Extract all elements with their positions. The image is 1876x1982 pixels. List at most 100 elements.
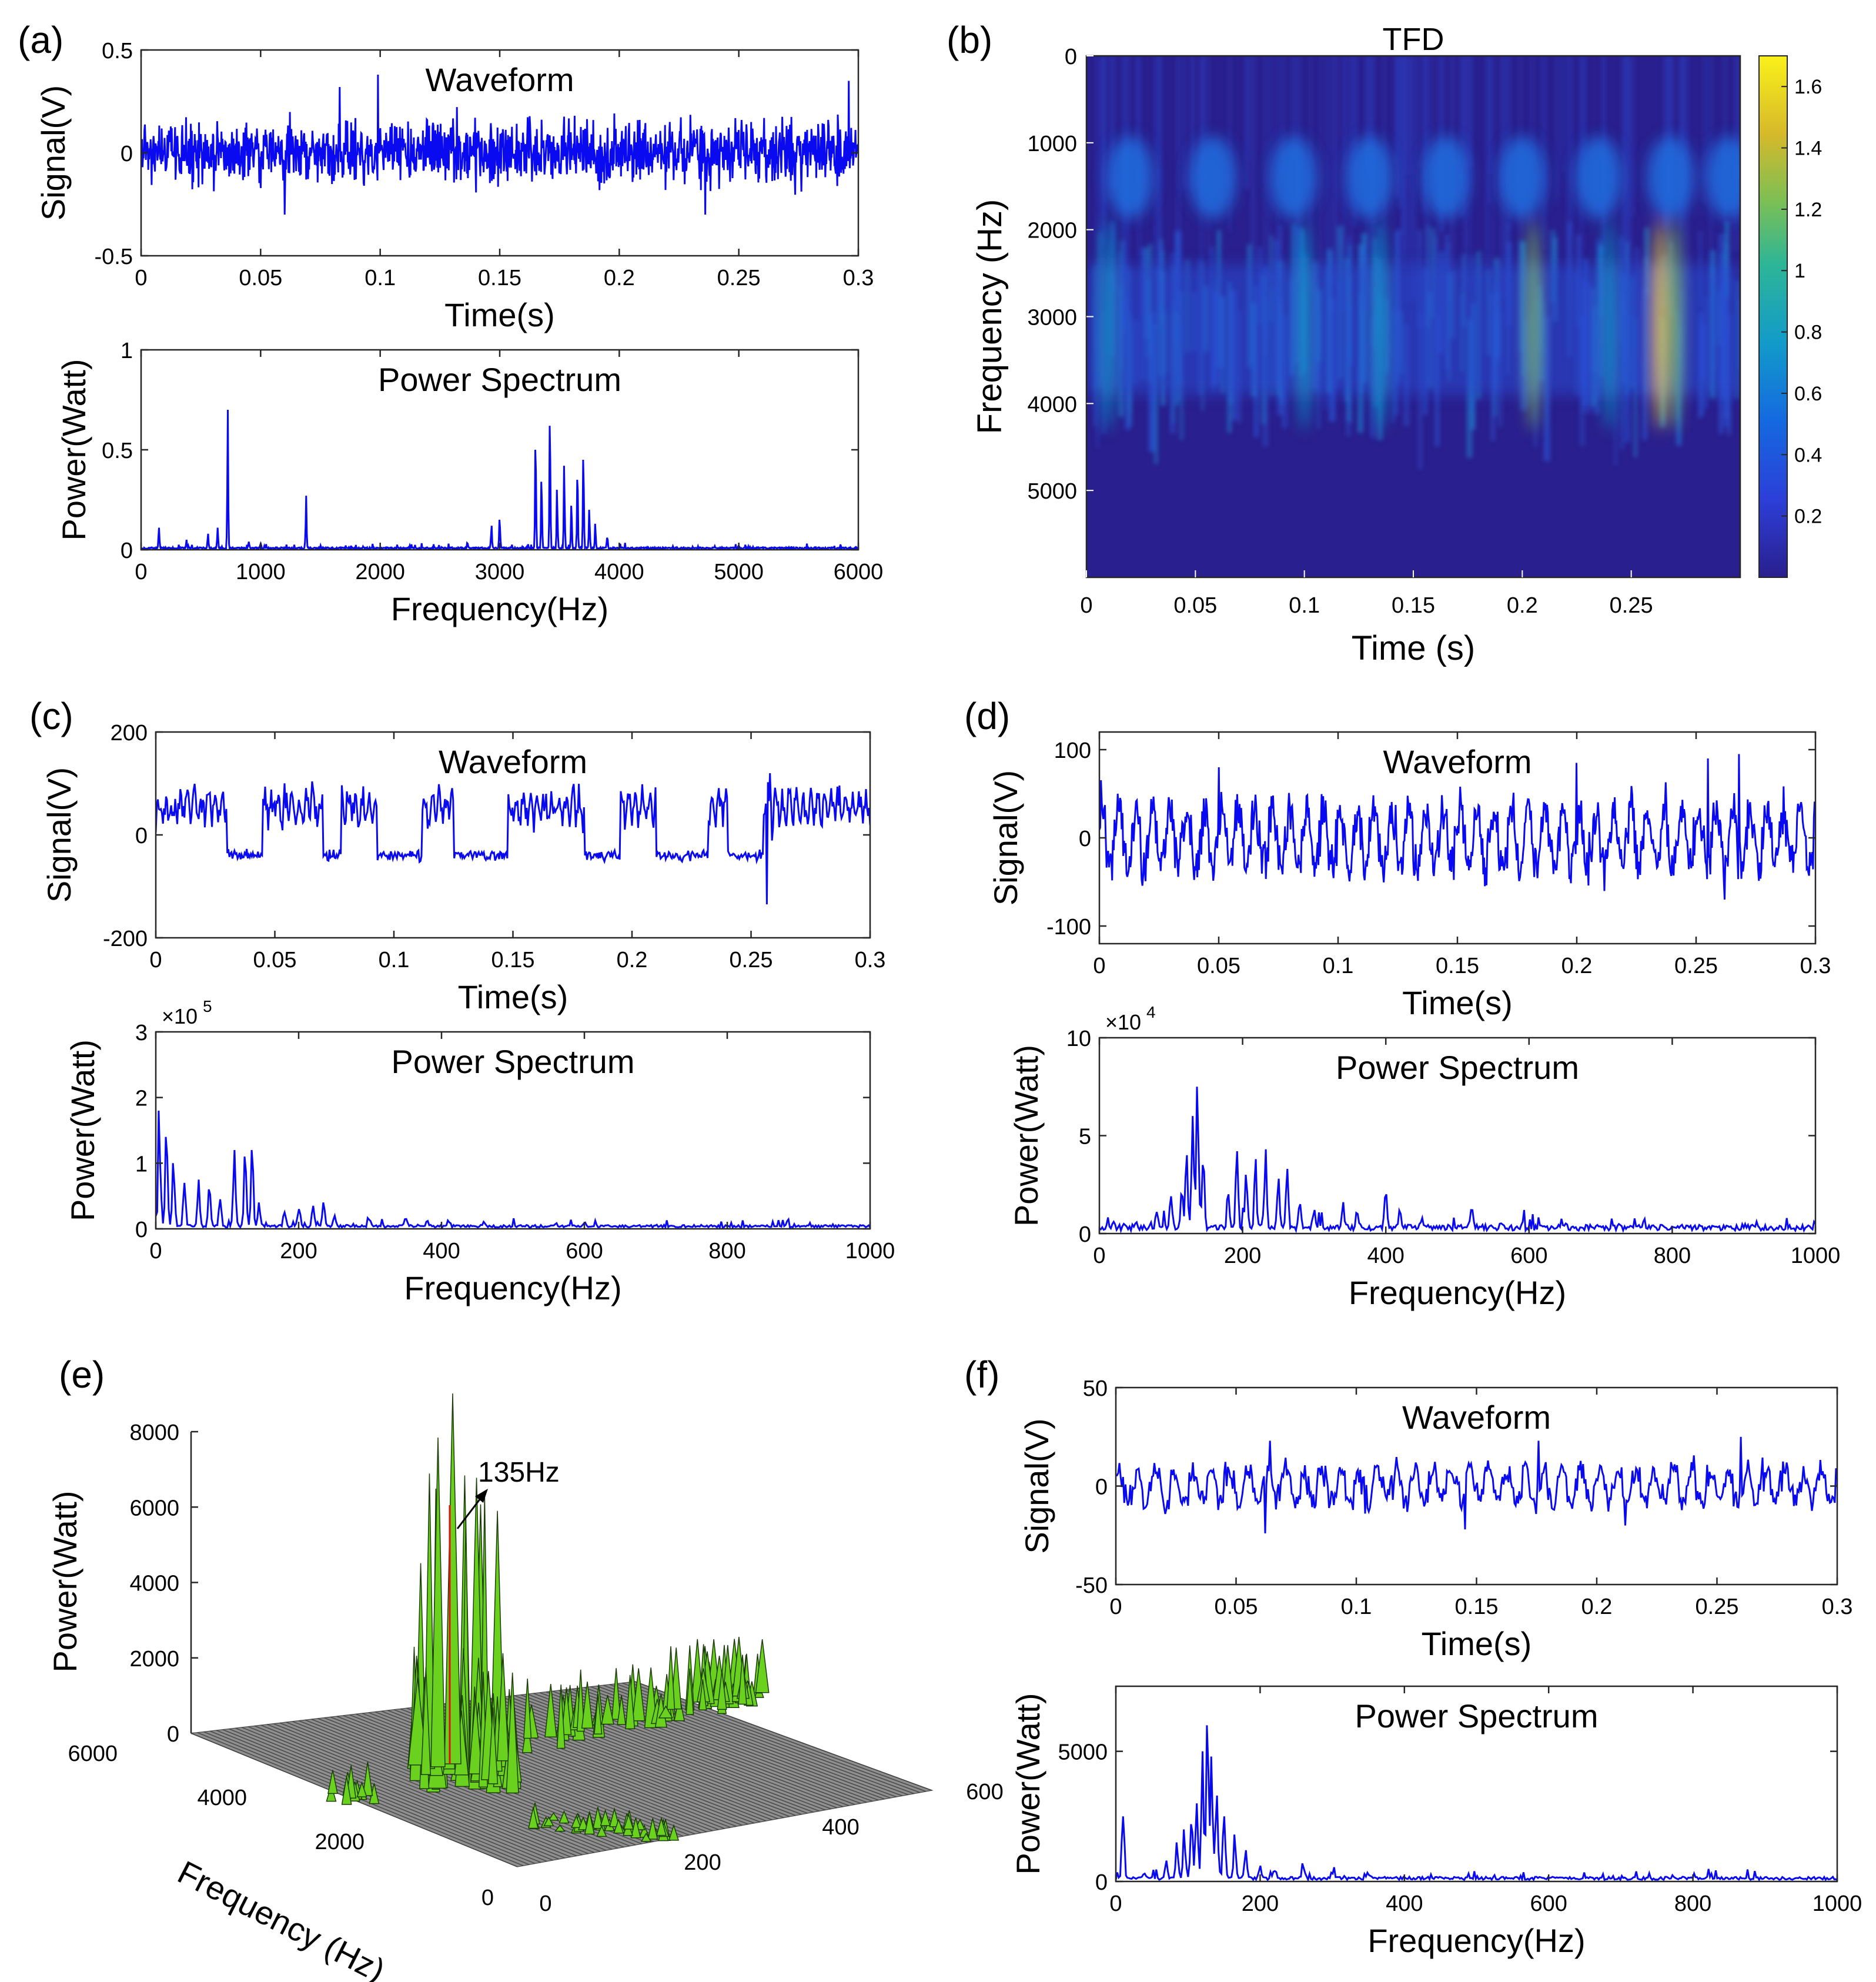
- x-tick-label: 600: [1510, 1244, 1547, 1268]
- x-tick-label: 0.1: [379, 948, 410, 972]
- tfd-streak: [1530, 56, 1534, 163]
- tfd-streak: [1681, 56, 1684, 219]
- tfd-blob: [1647, 136, 1694, 219]
- tfd-streak: [1623, 56, 1627, 275]
- tfd-streak: [1331, 56, 1336, 285]
- tfd-blob: [1499, 136, 1546, 219]
- tfd-streak: [1409, 56, 1413, 270]
- tfd-streak: [1414, 56, 1417, 296]
- x-tick-label: 6000: [834, 560, 884, 584]
- panel-label: (f): [964, 1353, 999, 1396]
- surface-peak: [656, 1816, 667, 1836]
- x-axis-label: Frequency(Hz): [404, 1269, 621, 1306]
- surface-mesh-line: [260, 1724, 583, 1856]
- tfd-band: [1086, 264, 1740, 395]
- surface-peak: [647, 1818, 658, 1840]
- surface-peak: [592, 1807, 603, 1829]
- tfd-streak: [1228, 56, 1231, 233]
- tfd-streak: [1157, 56, 1162, 270]
- tfd-streak: [1706, 56, 1708, 181]
- tfd-streak: [1291, 56, 1294, 161]
- y-tick-label: 100: [1054, 738, 1091, 763]
- colorbar-tick-label: 1.2: [1794, 199, 1822, 221]
- surface-peak: [600, 1809, 611, 1826]
- surface-peak: [755, 1639, 770, 1693]
- tfd-streak: [1398, 56, 1401, 208]
- x-axis-label: Frequency (Hz): [172, 1853, 391, 1982]
- x-axis-label: Time(s): [1422, 1625, 1532, 1662]
- tfd-streak: [1353, 56, 1357, 217]
- y-tick-label: 3000: [1027, 306, 1077, 330]
- surface-peak: [506, 1672, 519, 1794]
- tfd-streak: [1506, 56, 1510, 232]
- surface-peak: [362, 1762, 373, 1796]
- x-tick-label: 6000: [68, 1742, 118, 1766]
- x-tick-label: 0: [1109, 1891, 1122, 1916]
- y-axis-label: Signal(V): [1018, 1418, 1055, 1553]
- x-tick-label: 400: [1367, 1244, 1404, 1268]
- tfd-streak: [1319, 56, 1322, 273]
- surface-mesh-line: [241, 1727, 565, 1859]
- surface-peak: [523, 1678, 532, 1739]
- panel-label: (a): [18, 19, 63, 61]
- x-tick-label: 0.3: [1822, 1595, 1853, 1619]
- y-axis-label: Signal(V): [41, 767, 78, 903]
- tfd-streak: [1556, 56, 1559, 206]
- z-tick-label: 0: [167, 1722, 179, 1747]
- series-line: [1116, 1436, 1837, 1533]
- surface-peak: [631, 1668, 646, 1722]
- tfd-streak: [1365, 56, 1367, 166]
- surface-mesh-line: [634, 1681, 932, 1791]
- x-tick-label: 0.25: [1674, 954, 1718, 978]
- surface-peak: [420, 1667, 432, 1775]
- x-axis-label: Frequency(Hz): [1367, 1922, 1585, 1959]
- tfd-streak: [1096, 56, 1098, 299]
- x-tick-label: 600: [566, 1239, 603, 1264]
- surface-peak: [430, 1437, 446, 1767]
- x-tick-label: 3000: [475, 560, 525, 584]
- x-tick-label: 0.05: [253, 948, 297, 972]
- tfd-streak: [1335, 56, 1338, 290]
- chart-c1: 0 0.05 0.1 0.15 0.2 0.25 0.3-2000200WaveformTi…: [29, 695, 885, 1015]
- tfd-streak: [1621, 56, 1624, 258]
- tfd-streak: [1460, 56, 1464, 217]
- chart-b: 0 0.05 0.1 0.15 0.2 0.25 0 1000 2000 3000 4000 5000…: [947, 19, 1822, 667]
- tfd-streak: [1202, 56, 1205, 211]
- series-line: [1099, 1087, 1815, 1234]
- tfd-burst: [1603, 219, 1616, 432]
- y-tick-label: 0: [1095, 1475, 1108, 1500]
- x-tick-label: 0.05: [1215, 1595, 1258, 1619]
- y-tick-label: 0: [121, 539, 133, 563]
- tfd-streak: [1367, 56, 1372, 173]
- x-tick-label: 0.1: [1289, 593, 1320, 618]
- tfd-streak: [1738, 56, 1740, 180]
- x-tick-label: 0.2: [1507, 593, 1538, 618]
- tfd-blob: [1422, 136, 1470, 219]
- tfd-streak: [1190, 56, 1193, 192]
- tfd-streak: [1644, 227, 1649, 296]
- y-tick-label: 0.5: [102, 39, 133, 63]
- tfd-streak: [1430, 56, 1433, 173]
- x-tick-label: 0: [1080, 593, 1092, 618]
- chart-title: Waveform: [425, 61, 574, 98]
- tfd-streak: [1569, 56, 1573, 309]
- tfd-streak: [1281, 56, 1285, 176]
- surface-mesh-line: [495, 1697, 802, 1815]
- axis-multiplier: ×10: [162, 1004, 198, 1028]
- y-axis-label: Power(Watt): [1009, 1693, 1046, 1874]
- x-tick-label: 0.15: [1455, 1595, 1499, 1619]
- y-axis-label: Power(Watt): [1008, 1045, 1045, 1226]
- axes-box: [1115, 1685, 1838, 1883]
- tfd-streak: [1349, 56, 1352, 208]
- surface-peak: [685, 1668, 694, 1715]
- x-tick-label: 0.2: [1561, 954, 1593, 978]
- x-tick-label: 800: [708, 1239, 745, 1264]
- x-tick-label: 0.15: [1392, 593, 1435, 618]
- x-axis-label: Frequency(Hz): [391, 590, 608, 627]
- surface-peak: [611, 1668, 621, 1720]
- y-tick-label: -200: [103, 927, 148, 951]
- x-tick-label: 4000: [594, 560, 644, 584]
- series-line: [156, 1110, 870, 1229]
- y-axis-label: Power(Watt): [64, 1040, 101, 1221]
